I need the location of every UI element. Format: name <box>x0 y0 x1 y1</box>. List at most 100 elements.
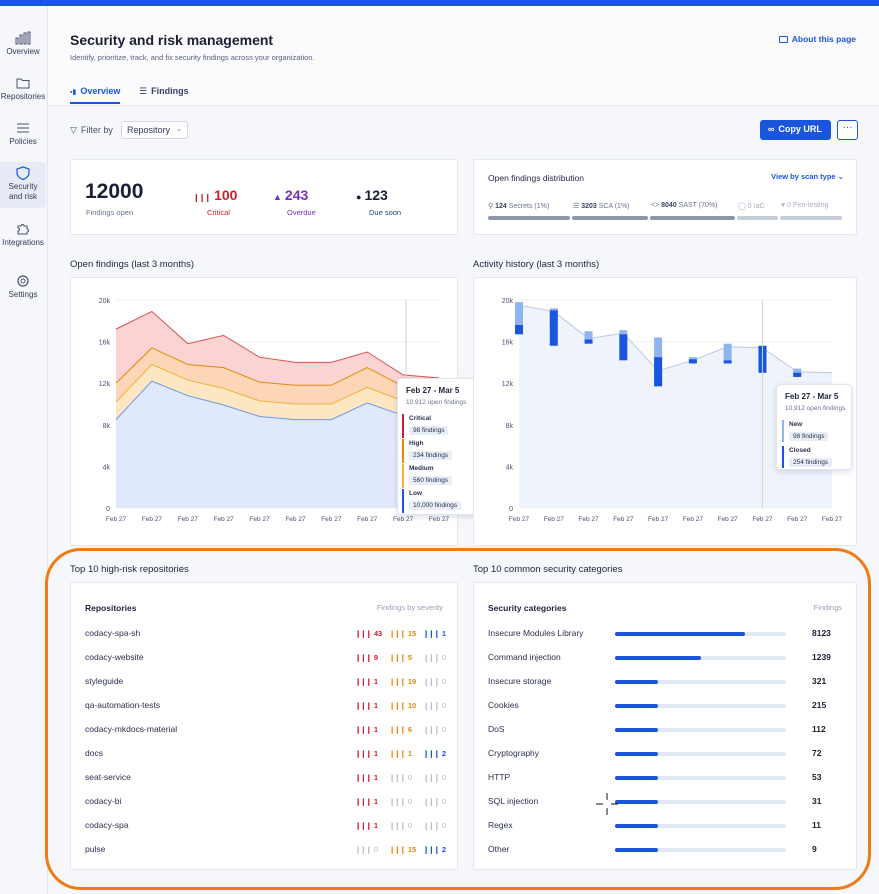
copy-url-button[interactable]: ∞ Copy URL <box>760 120 831 140</box>
repo-name[interactable]: docs <box>85 748 103 758</box>
severity-value: 15 <box>407 845 417 854</box>
security-categories-title: Top 10 common security categories <box>473 564 623 575</box>
x-tick-label: Feb 27 <box>752 516 773 523</box>
category-name[interactable]: Cryptography <box>488 748 540 758</box>
severity-value: 1 <box>441 629 447 638</box>
line-low <box>115 380 440 426</box>
category-count: 8123 <box>812 628 831 638</box>
severity-bars-icon: ❙❙❙ <box>355 749 372 758</box>
y-tick-label: 0 <box>106 506 110 513</box>
y-tick-label: 4k <box>506 464 514 471</box>
severity-high-count: ❙❙❙ 19 <box>389 677 416 686</box>
sidebar-item-security[interactable]: Security and risk <box>0 162 46 208</box>
category-bar-fill <box>615 752 658 756</box>
sidebar-item-settings[interactable]: Settings <box>0 274 46 300</box>
category-name[interactable]: Regex <box>488 820 513 830</box>
repo-name[interactable]: styleguide <box>85 676 124 686</box>
tab-overview[interactable]: ▪▮ Overview <box>70 86 121 104</box>
repo-name[interactable]: codacy-bi <box>85 796 122 806</box>
repo-name[interactable]: codacy-spa <box>85 820 129 830</box>
repo-name[interactable]: codacy-mkdocs-material <box>85 724 178 734</box>
severity-value: 5 <box>407 653 413 662</box>
severity-value: 1 <box>373 701 379 710</box>
about-page-link[interactable]: About this page <box>778 34 856 44</box>
x-tick-label: Feb 27 <box>578 516 599 523</box>
findings-column-header: Findings <box>813 603 842 612</box>
category-name[interactable]: HTTP <box>488 772 511 782</box>
sidebar-item-repositories[interactable]: Repositories <box>0 76 46 102</box>
tab-findings[interactable]: ☰ Findings <box>139 86 189 104</box>
filter-label-text: Filter by <box>80 125 113 135</box>
more-options-button[interactable]: ··· <box>837 120 858 140</box>
sidebar-item-integrations[interactable]: Integrations <box>0 222 46 248</box>
bar-closed <box>723 360 732 364</box>
tooltip-label: Low <box>409 490 422 497</box>
y-tick-label: 16k <box>99 340 111 347</box>
tooltip-value: 98 findings <box>789 432 829 441</box>
repo-name[interactable]: codacy-spa-sh <box>85 628 141 638</box>
severity-critical-count: ❙❙❙ 43 <box>355 629 382 638</box>
x-tick-label: Feb 27 <box>429 516 450 523</box>
filter-selected-value: Repository <box>127 125 171 135</box>
category-bar-fill <box>615 704 658 708</box>
filter-label: ▽ Filter by <box>70 125 113 136</box>
severity-value: 0 <box>441 677 447 686</box>
repo-name[interactable]: seat-service <box>85 772 131 782</box>
category-count: 72 <box>812 748 822 758</box>
severity-bars-icon: ❙❙❙ <box>423 629 440 638</box>
sidebar-item-label: Repositories <box>0 92 46 101</box>
dist-label: IaC <box>753 203 765 210</box>
dist-label: Pen-testing <box>792 202 829 209</box>
sidebar-item-overview[interactable]: Overview <box>0 31 46 57</box>
severity-value: 1 <box>373 677 379 686</box>
dist-pen-testing: ♥ 0 Pen-testing <box>781 202 828 209</box>
x-tick-label: Feb 27 <box>683 516 704 523</box>
bar-closed <box>584 339 593 344</box>
severity-bars-icon: ❙❙❙ <box>423 845 440 854</box>
category-name[interactable]: Insecure storage <box>488 676 552 686</box>
repo-name[interactable]: codacy-website <box>85 652 144 662</box>
severity-bars-icon: ❙❙❙ <box>389 629 406 638</box>
severity-bars-icon: ❙❙❙ <box>389 845 406 854</box>
severity-bars-icon: ❙❙❙ <box>355 773 372 782</box>
view-by-scan-type-link[interactable]: View by scan type ⌄ <box>771 172 844 181</box>
x-tick-label: Feb 27 <box>787 516 808 523</box>
critical-count[interactable]: ❙❙❙ 100 <box>193 187 237 203</box>
category-bar-fill <box>615 680 658 684</box>
category-name[interactable]: SQL injection <box>488 796 539 806</box>
dist-iac: ◯ 0 IaC <box>738 202 765 210</box>
severity-low-count: ❙❙❙ 2 <box>423 749 446 758</box>
category-name[interactable]: Other <box>488 844 510 854</box>
severity-bars-icon: ❙❙❙ <box>423 773 440 782</box>
bar-new <box>723 343 732 361</box>
category-bar-track <box>615 824 786 828</box>
bar-new <box>619 330 628 338</box>
severity-bars-icon: ❙❙❙ <box>355 845 372 854</box>
category-name[interactable]: Cookies <box>488 700 519 710</box>
bar-chart-icon <box>15 31 31 45</box>
bar-closed <box>619 334 628 361</box>
sidebar-item-policies[interactable]: Policies <box>0 121 46 147</box>
bar-new <box>793 368 802 375</box>
severity-critical-count: ❙❙❙ 1 <box>355 677 378 686</box>
due-soon-count[interactable]: ● 123 <box>356 187 388 203</box>
severity-bars-icon: ❙❙❙ <box>389 653 406 662</box>
repo-name[interactable]: qa-automation-tests <box>85 700 161 710</box>
tooltip-color-low <box>402 489 404 513</box>
category-name[interactable]: Insecure Modules Library <box>488 628 584 638</box>
category-bar-fill <box>615 776 658 780</box>
category-name[interactable]: DoS <box>488 724 505 734</box>
filter-repository-select[interactable]: Repository ⌄ <box>121 121 188 139</box>
category-name[interactable]: Command injection <box>488 652 561 662</box>
category-bar-track <box>615 776 786 780</box>
open-findings-chart-card: 0 4k 8k 12k 16k 20k Feb 27 Feb 27 Feb 27 Feb 27 Fe… <box>70 277 481 546</box>
sidebar-item-label: Integrations <box>2 238 44 247</box>
severity-bars-icon: ❙❙❙ <box>389 821 406 830</box>
overdue-count[interactable]: ▲ 243 <box>273 187 308 203</box>
repo-name[interactable]: pulse <box>85 844 106 854</box>
severity-value: 19 <box>407 677 417 686</box>
severity-column-header: Findings by severity <box>376 603 443 612</box>
x-tick-label: Feb 27 <box>214 516 235 523</box>
dist-sast: <> 8040 SAST (70%) <box>651 202 717 209</box>
x-tick-label: Feb 27 <box>613 516 634 523</box>
